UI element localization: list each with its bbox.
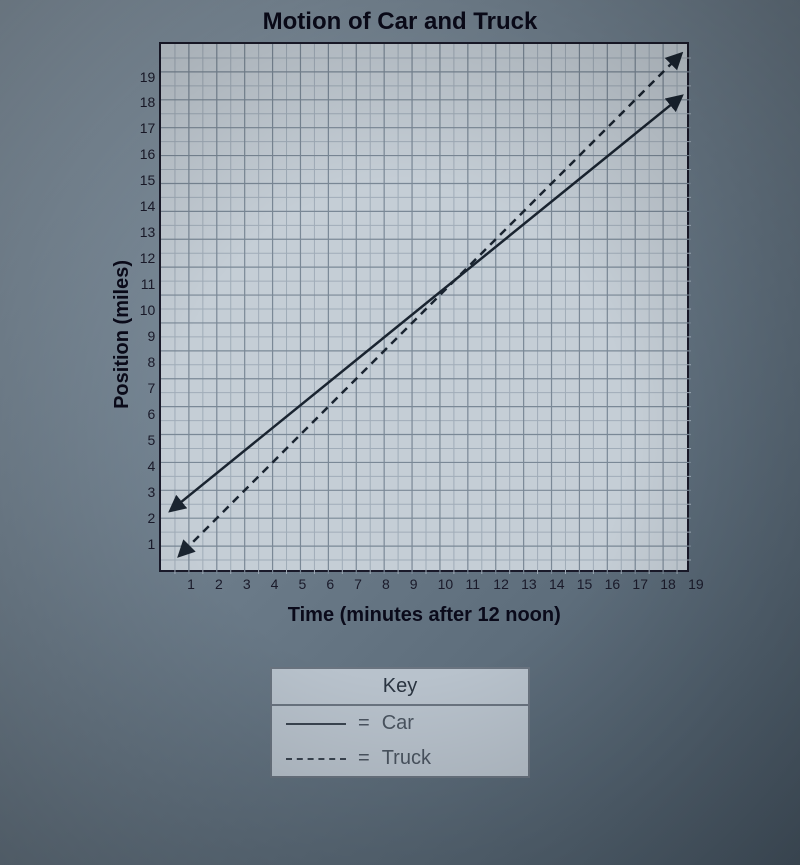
legend-equals: = — [358, 712, 370, 735]
x-axis-ticks: 12345678910111213141516171819 — [159, 576, 689, 592]
legend-sample-dashed — [286, 758, 346, 760]
plot-region — [159, 42, 689, 572]
y-axis-label: Position (miles) — [111, 260, 134, 409]
legend-item-truck: = Truck — [272, 741, 528, 776]
data-series — [161, 44, 691, 574]
y-axis-ticks: 19181716151413121110987654321 — [140, 70, 160, 572]
chart-area: Position (miles) 19181716151413121110987… — [111, 42, 690, 627]
legend: Key = Car = Truck — [270, 667, 530, 778]
legend-label: Car — [382, 712, 414, 735]
x-axis-label: Time (minutes after 12 noon) — [288, 604, 561, 627]
legend-label: Truck — [382, 747, 431, 770]
legend-equals: = — [358, 747, 370, 770]
legend-title: Key — [272, 669, 528, 706]
legend-sample-solid — [286, 723, 346, 725]
legend-item-car: = Car — [272, 706, 528, 741]
chart-title: Motion of Car and Truck — [263, 8, 538, 36]
